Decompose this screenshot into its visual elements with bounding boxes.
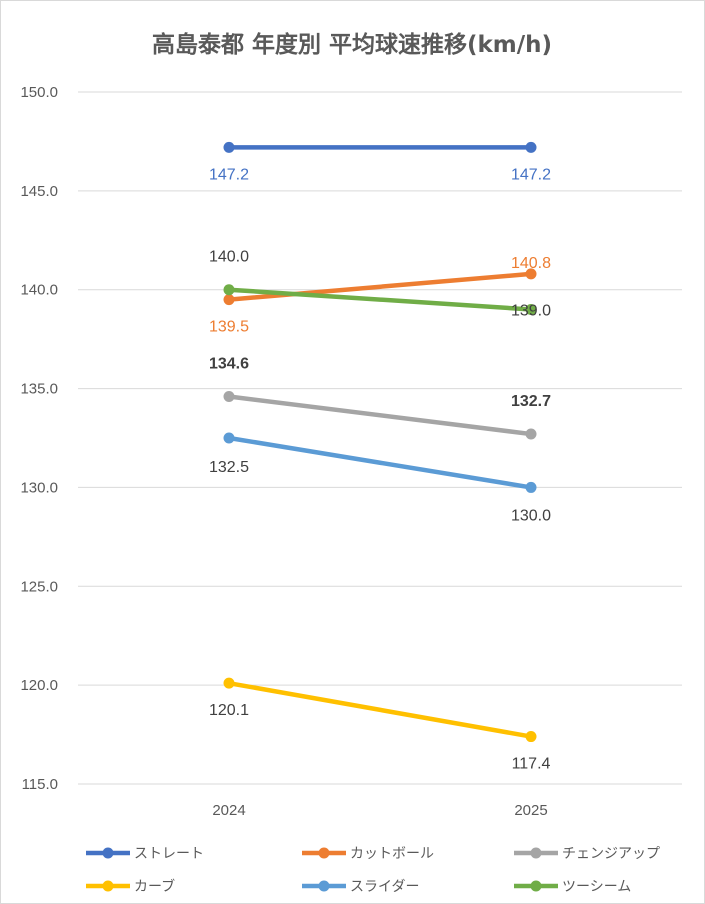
legend-label: カーブ bbox=[134, 878, 175, 895]
legend-marker bbox=[318, 880, 330, 892]
data-label: 139.0 bbox=[511, 302, 551, 319]
legend-item: ツーシーム bbox=[514, 879, 631, 895]
legend-marker bbox=[102, 880, 114, 892]
data-point bbox=[525, 731, 537, 743]
legend-marker bbox=[530, 880, 542, 892]
series-5 bbox=[223, 432, 537, 493]
y-tick-label: 120.0 bbox=[20, 677, 58, 694]
data-point bbox=[223, 294, 235, 306]
legend-marker bbox=[318, 847, 330, 859]
data-label: 139.5 bbox=[209, 319, 249, 336]
legend-label: ストレート bbox=[134, 846, 204, 862]
data-point bbox=[525, 481, 537, 493]
data-label: 140.8 bbox=[511, 255, 551, 272]
x-tick-label: 2024 bbox=[212, 802, 245, 819]
legend-marker bbox=[530, 847, 542, 859]
series-lines bbox=[223, 141, 537, 743]
data-point bbox=[525, 303, 537, 315]
legend-label: スライダー bbox=[350, 879, 419, 895]
legend-label: チェンジアップ bbox=[562, 846, 660, 862]
y-tick-label: 150.0 bbox=[20, 84, 58, 101]
y-tick-label: 135.0 bbox=[20, 381, 58, 398]
legend-item: スライダー bbox=[302, 879, 419, 895]
legend-item: チェンジアップ bbox=[514, 846, 660, 862]
data-point bbox=[525, 268, 537, 280]
data-label: 147.2 bbox=[209, 166, 249, 183]
data-point bbox=[525, 428, 537, 440]
series-2 bbox=[223, 268, 537, 306]
legend-item: カーブ bbox=[86, 878, 175, 895]
series-line bbox=[226, 435, 534, 490]
data-labels: 147.2 147.2 139.5 140.8 134.6 132.7 120.1 117.4… bbox=[209, 166, 551, 772]
data-point bbox=[223, 141, 235, 153]
data-label: 132.7 bbox=[511, 393, 551, 410]
data-label: 130.0 bbox=[511, 507, 551, 524]
data-label: 120.1 bbox=[209, 702, 249, 719]
legend-item: カットボール bbox=[302, 846, 434, 862]
legend-item: ストレート bbox=[86, 846, 204, 862]
data-label: 134.6 bbox=[209, 355, 249, 372]
y-tick-label: 130.0 bbox=[20, 479, 58, 496]
chart-title: 高島泰都 年度別 平均球速推移(km/h) bbox=[152, 31, 552, 58]
series-line bbox=[226, 271, 534, 302]
data-label: 117.4 bbox=[512, 756, 551, 773]
data-point bbox=[223, 390, 235, 402]
y-tick-label: 140.0 bbox=[20, 282, 58, 299]
data-label: 132.5 bbox=[209, 459, 249, 476]
y-tick-label: 125.0 bbox=[20, 578, 58, 595]
legend-marker bbox=[102, 847, 114, 859]
x-tick-label: 2025 bbox=[514, 802, 547, 819]
series-line bbox=[226, 287, 534, 312]
gridlines bbox=[78, 91, 682, 785]
data-point bbox=[525, 141, 537, 153]
y-tick-label: 115.0 bbox=[22, 776, 58, 793]
series-6 bbox=[223, 284, 537, 315]
series-line bbox=[226, 394, 534, 437]
legend-label: カットボール bbox=[350, 846, 434, 862]
data-point bbox=[223, 432, 235, 444]
series-3 bbox=[223, 390, 537, 440]
series-4 bbox=[223, 677, 537, 743]
data-label: 147.2 bbox=[511, 166, 551, 183]
data-point bbox=[223, 677, 235, 689]
y-axis-ticks: 115.0 120.0 125.0 130.0 135.0 140.0 145.0 150.0 bbox=[20, 84, 58, 793]
series-line bbox=[226, 680, 534, 739]
data-point bbox=[223, 284, 235, 296]
legend-label: ツーシーム bbox=[562, 879, 631, 895]
x-axis-ticks: 2024 2025 bbox=[212, 802, 547, 819]
y-tick-label: 145.0 bbox=[20, 183, 58, 200]
series-1 bbox=[223, 141, 537, 153]
data-label: 140.0 bbox=[209, 249, 249, 266]
